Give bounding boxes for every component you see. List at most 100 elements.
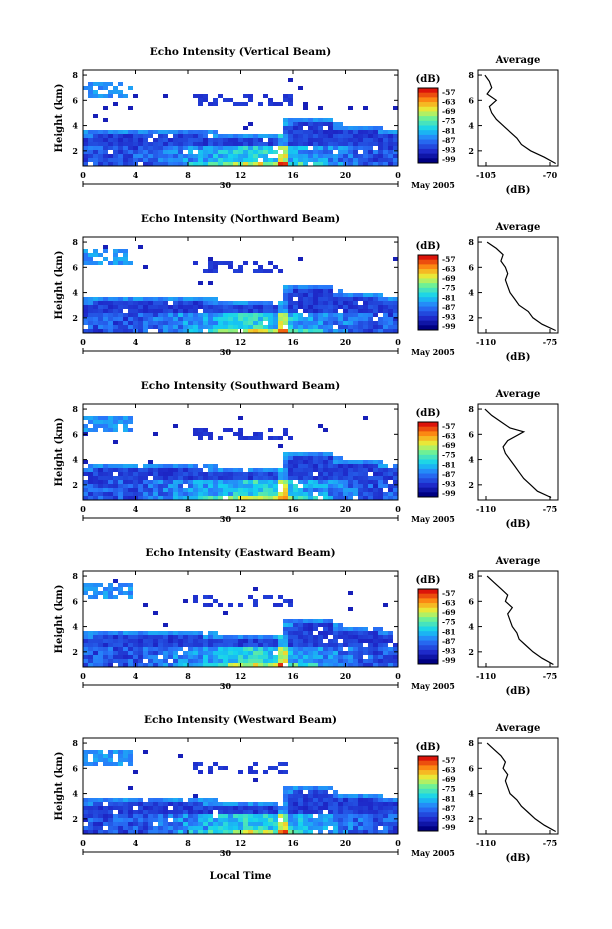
colorbar-tick-label: -63 — [442, 766, 456, 775]
heatmap-cell — [303, 492, 308, 496]
heatmap-cell — [363, 126, 368, 130]
heatmap-cell — [258, 802, 263, 806]
heatmap-cell — [93, 647, 98, 651]
heatmap-cell — [98, 253, 103, 257]
heatmap-cell — [193, 651, 198, 655]
heatmap-cell — [168, 142, 173, 146]
y-axis-label: Height (km) — [54, 84, 65, 153]
heatmap-cell — [123, 420, 128, 424]
heatmap-cell — [113, 309, 118, 313]
heatmap-cell — [223, 146, 228, 150]
heatmap-cell — [93, 818, 98, 822]
x-tick-label: 0 — [80, 504, 86, 514]
heatmap-cell — [248, 325, 253, 329]
heatmap-cell — [393, 321, 398, 325]
heatmap-cell — [118, 806, 123, 810]
heatmap-cell — [353, 830, 358, 834]
heatmap-cell — [238, 651, 243, 655]
heatmap-cell — [328, 647, 333, 651]
y-tick-label: 8 — [72, 738, 78, 748]
colorbar-segment — [418, 106, 438, 112]
heatmap-cell — [368, 134, 373, 138]
heatmap-cell — [138, 822, 143, 826]
heatmap-cell — [163, 639, 168, 643]
heatmap-cell — [158, 472, 163, 476]
heatmap-cell — [363, 635, 368, 639]
colorbar-tick-label: -63 — [442, 599, 456, 608]
heatmap-cell — [108, 325, 113, 329]
heatmap-cell — [308, 647, 313, 651]
heatmap-cell — [168, 309, 173, 313]
heatmap-cell — [378, 150, 383, 154]
heatmap-cell — [303, 468, 308, 472]
heatmap-cell — [243, 814, 248, 818]
heatmap-cell — [338, 293, 343, 297]
heatmap-cell — [218, 134, 223, 138]
heatmap-cell — [133, 305, 138, 309]
heatmap-cell — [243, 154, 248, 158]
heatmap-cell — [108, 94, 113, 98]
heatmap-cell — [83, 647, 88, 651]
heatmap-cell — [263, 162, 268, 166]
heatmap-cell — [323, 806, 328, 810]
heatmap-cell — [213, 146, 218, 150]
heatmap-cell — [88, 130, 93, 134]
heatmap-cell — [153, 655, 158, 659]
heatmap-cell — [148, 309, 153, 313]
heatmap-cell — [158, 663, 163, 667]
heatmap-cell — [348, 138, 353, 142]
heatmap-cell — [193, 818, 198, 822]
heatmap-cell — [323, 659, 328, 663]
heatmap-cell — [138, 309, 143, 313]
heatmap-cell — [98, 82, 103, 86]
heatmap-cell — [373, 818, 378, 822]
heatmap-cell — [248, 484, 253, 488]
heatmap-cell — [378, 480, 383, 484]
heatmap-cell — [293, 142, 298, 146]
heatmap-cell — [83, 313, 88, 317]
heatmap-cell — [373, 830, 378, 834]
heatmap-cell — [163, 94, 168, 98]
heatmap-cell — [133, 631, 138, 635]
heatmap-cell — [108, 130, 113, 134]
heatmap-cell — [263, 826, 268, 830]
heatmap-cell — [128, 826, 133, 830]
x-tick-label: 12 — [235, 337, 246, 347]
heatmap-cell — [158, 639, 163, 643]
heatmap-cell — [298, 806, 303, 810]
heatmap-cell — [143, 134, 148, 138]
heatmap-cell — [283, 289, 288, 293]
colorbar-segment — [418, 468, 438, 475]
heatmap-cell — [193, 810, 198, 814]
heatmap-cell — [213, 102, 218, 106]
heatmap-cell — [183, 480, 188, 484]
heatmap-cell — [163, 301, 168, 305]
heatmap-cell — [338, 806, 343, 810]
heatmap-cell — [298, 118, 303, 122]
heatmap-cell — [283, 810, 288, 814]
heatmap-cell — [278, 313, 283, 317]
heatmap-cell — [373, 659, 378, 663]
heatmap-cell — [308, 814, 313, 818]
heatmap-cell — [123, 468, 128, 472]
heatmap-cell — [128, 134, 133, 138]
heatmap-cell — [343, 826, 348, 830]
heatmap-cell — [288, 818, 293, 822]
heatmap-cell — [318, 810, 323, 814]
heatmap-cell — [208, 265, 213, 269]
heatmap-cell — [238, 806, 243, 810]
heatmap-cell — [148, 818, 153, 822]
heatmap-cell — [113, 635, 118, 639]
heatmap-cell — [258, 432, 263, 436]
heatmap-cell — [93, 464, 98, 468]
heatmap-cell — [193, 655, 198, 659]
heatmap-cell — [288, 456, 293, 460]
heatmap-cell — [383, 317, 388, 321]
heatmap-cell — [313, 802, 318, 806]
heatmap-cell — [178, 659, 183, 663]
heatmap-cell — [143, 830, 148, 834]
heatmap-cell — [288, 472, 293, 476]
heatmap-cell — [218, 651, 223, 655]
heatmap-cell — [303, 134, 308, 138]
heatmap-cell — [148, 158, 153, 162]
